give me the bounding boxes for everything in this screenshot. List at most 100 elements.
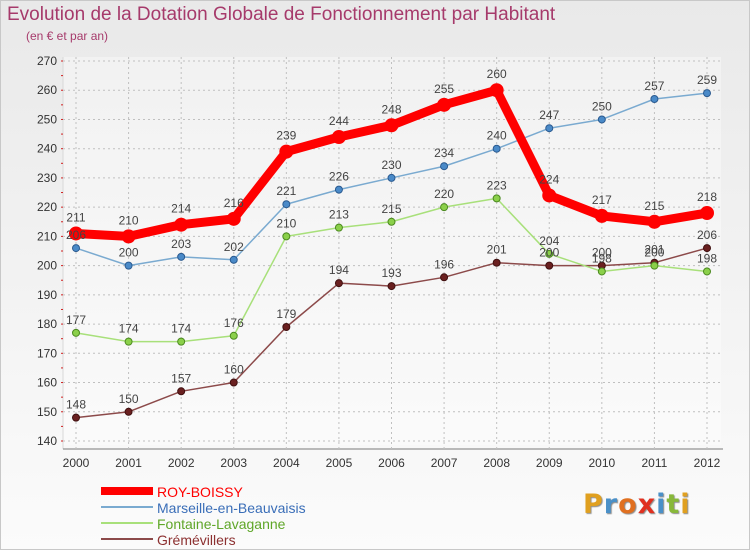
- data-point: [492, 194, 501, 203]
- data-label: 160: [224, 363, 244, 377]
- y-tick-label: 180: [37, 317, 57, 331]
- data-label: 179: [276, 307, 296, 321]
- data-label: 196: [434, 257, 454, 271]
- legend-swatch: [101, 506, 153, 508]
- y-tick-label: 160: [37, 376, 57, 390]
- data-point: [282, 323, 291, 331]
- data-label: 198: [697, 251, 717, 265]
- data-label: 224: [539, 172, 559, 186]
- data-point: [542, 188, 557, 203]
- data-label: 215: [381, 202, 401, 216]
- data-point: [647, 214, 662, 229]
- data-point: [334, 185, 343, 194]
- data-point: [489, 83, 504, 98]
- data-point: [229, 378, 238, 387]
- data-point: [545, 261, 554, 270]
- data-point: [597, 267, 606, 276]
- x-tick-label: 2005: [326, 456, 353, 470]
- data-label: 201: [644, 243, 664, 257]
- data-point: [72, 328, 80, 337]
- data-label: 240: [487, 129, 507, 143]
- data-point: [650, 261, 659, 270]
- data-label: 150: [119, 392, 139, 406]
- y-tick-label: 230: [37, 171, 57, 185]
- x-tick-label: 2009: [536, 456, 563, 470]
- data-point: [387, 282, 396, 291]
- data-label: 239: [276, 129, 296, 143]
- data-point: [174, 217, 189, 232]
- y-tick-label: 200: [37, 259, 57, 273]
- data-point: [72, 244, 80, 253]
- data-label: 259: [697, 73, 717, 87]
- data-label: 200: [119, 246, 139, 260]
- data-point: [177, 387, 186, 396]
- data-point: [703, 267, 711, 276]
- data-label: 220: [434, 187, 454, 201]
- legend-swatch: [101, 522, 153, 524]
- data-point: [177, 252, 186, 261]
- y-tick-label: 140: [37, 434, 57, 448]
- data-point: [124, 261, 133, 270]
- x-tick-label: 2002: [168, 456, 195, 470]
- data-point: [229, 331, 238, 340]
- data-point: [597, 115, 606, 124]
- data-point: [440, 162, 449, 171]
- data-label: 247: [539, 108, 559, 122]
- data-label: 260: [487, 67, 507, 81]
- legend-swatch: [101, 487, 153, 495]
- data-label: 204: [539, 234, 559, 248]
- data-label: 174: [171, 322, 191, 336]
- y-tick-label: 220: [37, 200, 57, 214]
- data-label: 206: [697, 228, 717, 242]
- x-tick-label: 2012: [694, 456, 721, 470]
- chart-title: Evolution de la Dotation Globale de Fonc…: [7, 4, 556, 25]
- data-point: [703, 89, 711, 98]
- logo-letter: t: [666, 489, 681, 520]
- data-point: [384, 118, 399, 133]
- data-point: [492, 258, 501, 267]
- data-label: 200: [644, 246, 664, 260]
- data-label: 216: [224, 196, 244, 210]
- data-point: [124, 407, 133, 416]
- data-label: 234: [434, 146, 454, 160]
- logo-letter: i: [656, 489, 667, 520]
- data-label: 250: [592, 99, 612, 113]
- data-label: 202: [224, 240, 244, 254]
- logo-letter: r: [603, 489, 619, 520]
- x-tick-label: 2000: [63, 456, 90, 470]
- legend-label: Marseille-en-Beauvaisis: [157, 500, 306, 516]
- data-point: [334, 279, 343, 288]
- data-point: [545, 249, 554, 258]
- x-tick-label: 2010: [588, 456, 615, 470]
- data-label: 257: [644, 79, 664, 93]
- x-tick-label: 2008: [483, 456, 510, 470]
- data-point: [387, 217, 396, 226]
- data-point: [69, 226, 83, 241]
- data-point: [72, 413, 80, 422]
- data-point: [282, 200, 291, 209]
- y-tick-label: 250: [37, 112, 57, 126]
- data-label: 248: [381, 102, 401, 116]
- data-label: 218: [697, 190, 717, 204]
- data-label: 200: [539, 246, 559, 260]
- logo-letter: P: [583, 489, 604, 520]
- data-point: [437, 97, 452, 112]
- data-label: 201: [487, 243, 507, 257]
- y-tick-label: 210: [37, 229, 57, 243]
- y-tick-label: 190: [37, 288, 57, 302]
- data-point: [121, 229, 136, 244]
- legend-label: Fontaine-Lavaganne: [157, 516, 286, 532]
- y-tick-label: 270: [37, 54, 57, 68]
- y-tick-label: 260: [37, 83, 57, 97]
- data-label: 217: [592, 193, 612, 207]
- data-point: [387, 173, 396, 182]
- logo-letter: i: [680, 489, 691, 520]
- data-label: 255: [434, 82, 454, 96]
- y-tick-label: 170: [37, 346, 57, 360]
- data-point: [440, 203, 449, 212]
- logo-letter: x: [637, 489, 657, 520]
- legend-label: ROY-BOISSY: [157, 484, 243, 500]
- data-label: 174: [119, 322, 139, 336]
